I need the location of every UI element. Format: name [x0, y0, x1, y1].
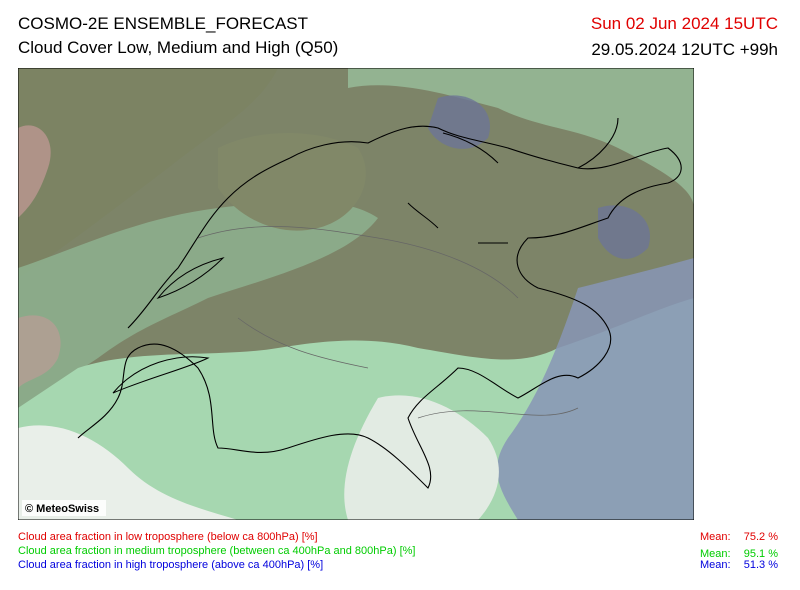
cloud-fields: [18, 68, 694, 520]
credit-box: [22, 500, 106, 516]
map: © MeteoSwiss: [18, 68, 694, 520]
mean-label: Mean:: [700, 548, 731, 560]
mean-value: 51.3 %: [743, 559, 778, 571]
valid-time: Sun 02 Jun 2024 15UTC: [590, 14, 778, 33]
run-time: 29.05.2024 12UTC +99h: [591, 40, 778, 59]
mean-label: Mean:: [700, 531, 731, 543]
mean-value: 95.1 %: [743, 548, 778, 560]
legend-low: Cloud area fraction in low troposphere (…: [18, 531, 318, 543]
credit: © MeteoSwiss: [25, 503, 99, 515]
title: COSMO-2E ENSEMBLE_FORECAST: [18, 14, 309, 33]
subtitle: Cloud Cover Low, Medium and High (Q50): [18, 38, 339, 57]
lakes: [112, 132, 508, 394]
legend-medium: Cloud area fraction in medium tropospher…: [18, 545, 416, 557]
borders: [77, 117, 682, 489]
mean-label: Mean:: [700, 559, 731, 571]
legend-high: Cloud area fraction in high troposphere …: [18, 559, 324, 571]
cantonal-borders: [197, 226, 579, 419]
mean-value: 75.2 %: [743, 531, 778, 543]
